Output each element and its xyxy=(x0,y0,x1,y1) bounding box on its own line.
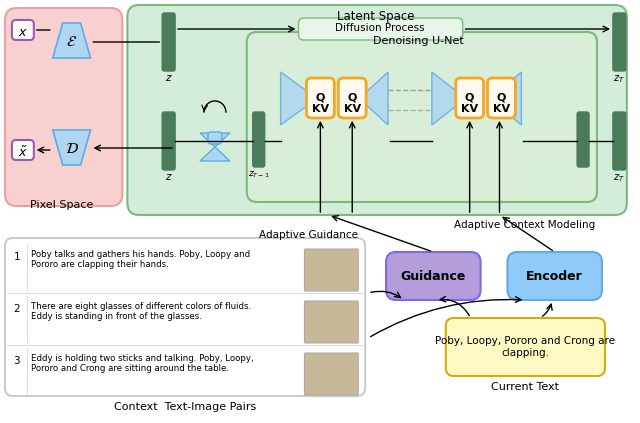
Text: $z_T$: $z_T$ xyxy=(613,172,625,184)
FancyBboxPatch shape xyxy=(162,112,175,170)
Text: Diffusion Process: Diffusion Process xyxy=(335,23,425,33)
FancyBboxPatch shape xyxy=(5,8,122,206)
Text: 1: 1 xyxy=(13,252,20,262)
FancyBboxPatch shape xyxy=(127,5,627,215)
Text: $x$: $x$ xyxy=(18,26,28,39)
Text: KV: KV xyxy=(461,104,478,114)
Text: KV: KV xyxy=(493,104,510,114)
Polygon shape xyxy=(200,133,230,147)
FancyBboxPatch shape xyxy=(488,78,515,118)
Text: Poby, Loopy, Pororo and Crong are
clapping.: Poby, Loopy, Pororo and Crong are clappi… xyxy=(435,336,616,358)
FancyBboxPatch shape xyxy=(613,112,626,170)
FancyBboxPatch shape xyxy=(305,301,358,343)
Text: Q: Q xyxy=(465,92,474,102)
FancyBboxPatch shape xyxy=(247,32,597,202)
Text: Poby talks and gathers his hands. Poby, Loopy and
Pororo are clapping their hand: Poby talks and gathers his hands. Poby, … xyxy=(31,250,250,269)
Text: Encoder: Encoder xyxy=(526,269,583,283)
Text: There are eight glasses of different colors of fluids.
Eddy is standing in front: There are eight glasses of different col… xyxy=(31,302,251,321)
FancyBboxPatch shape xyxy=(12,140,34,160)
Text: Q: Q xyxy=(497,92,506,102)
Text: Guidance: Guidance xyxy=(401,269,466,283)
Text: 3: 3 xyxy=(13,356,20,366)
Text: Adaptive Context Modeling: Adaptive Context Modeling xyxy=(454,220,595,230)
FancyBboxPatch shape xyxy=(305,353,358,395)
Text: $z_T$: $z_T$ xyxy=(613,73,625,85)
Text: $z_{T-1}$: $z_{T-1}$ xyxy=(248,169,269,179)
Polygon shape xyxy=(497,72,522,125)
FancyBboxPatch shape xyxy=(12,20,34,40)
Text: Pixel Space: Pixel Space xyxy=(30,200,93,210)
Text: Q: Q xyxy=(348,92,357,102)
Polygon shape xyxy=(366,72,388,125)
FancyBboxPatch shape xyxy=(386,252,481,300)
FancyBboxPatch shape xyxy=(613,13,626,71)
FancyBboxPatch shape xyxy=(208,132,222,144)
Text: KV: KV xyxy=(312,104,329,114)
Text: $\mathcal{D}$: $\mathcal{D}$ xyxy=(65,140,79,156)
FancyBboxPatch shape xyxy=(253,112,265,167)
Text: Adaptive Guidance: Adaptive Guidance xyxy=(259,230,358,240)
FancyBboxPatch shape xyxy=(577,112,589,167)
Polygon shape xyxy=(432,72,458,125)
FancyBboxPatch shape xyxy=(298,18,463,40)
FancyBboxPatch shape xyxy=(307,78,334,118)
Polygon shape xyxy=(200,147,230,161)
Polygon shape xyxy=(52,130,90,165)
FancyBboxPatch shape xyxy=(5,238,365,396)
FancyBboxPatch shape xyxy=(456,78,484,118)
Text: Latent Space: Latent Space xyxy=(337,10,415,23)
Polygon shape xyxy=(52,23,90,58)
FancyBboxPatch shape xyxy=(162,13,175,71)
Text: $\mathcal{E}$: $\mathcal{E}$ xyxy=(66,33,77,49)
Text: z: z xyxy=(165,172,171,182)
Text: Q: Q xyxy=(316,92,325,102)
Text: Eddy is holding two sticks and talking. Poby, Loopy,
Pororo and Crong are sittin: Eddy is holding two sticks and talking. … xyxy=(31,354,253,374)
FancyBboxPatch shape xyxy=(305,249,358,291)
Text: $\tilde{x}$: $\tilde{x}$ xyxy=(18,146,28,160)
Text: 2: 2 xyxy=(13,304,20,314)
Polygon shape xyxy=(280,72,308,125)
Text: Context  Text-Image Pairs: Context Text-Image Pairs xyxy=(114,402,256,412)
Text: Denoising U-Net: Denoising U-Net xyxy=(372,36,463,46)
FancyBboxPatch shape xyxy=(339,78,366,118)
FancyBboxPatch shape xyxy=(508,252,602,300)
Text: KV: KV xyxy=(344,104,361,114)
Text: Current Text: Current Text xyxy=(492,382,559,392)
FancyBboxPatch shape xyxy=(445,318,605,376)
Text: z: z xyxy=(165,73,171,83)
